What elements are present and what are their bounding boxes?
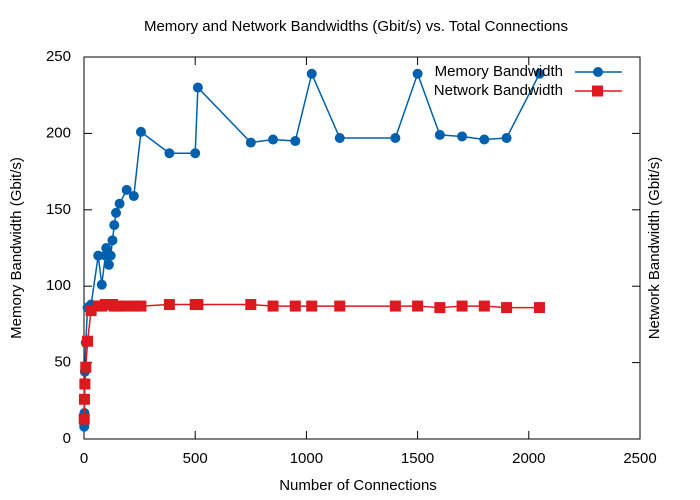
y-tick-label: 150 xyxy=(46,201,71,218)
point xyxy=(96,279,107,290)
point xyxy=(245,137,256,148)
point xyxy=(121,300,133,312)
point xyxy=(135,300,147,312)
series-line xyxy=(83,71,541,427)
point xyxy=(289,300,301,312)
x-axis-label: Number of Connections xyxy=(279,477,437,494)
point xyxy=(478,300,490,312)
point xyxy=(434,302,446,314)
point xyxy=(533,302,545,314)
point xyxy=(306,68,317,79)
point xyxy=(78,413,90,425)
point xyxy=(192,82,203,93)
point xyxy=(434,129,445,140)
y-tick-label: 200 xyxy=(46,124,71,141)
point xyxy=(163,299,175,311)
point xyxy=(114,198,125,209)
point xyxy=(334,300,346,312)
point xyxy=(412,68,423,79)
y-tick-label: 0 xyxy=(63,430,71,447)
point xyxy=(501,132,512,143)
x-tick-label: 0 xyxy=(80,450,88,467)
point xyxy=(128,300,140,312)
chart-title: Memory and Network Bandwidths (Gbit/s) v… xyxy=(144,18,568,35)
point xyxy=(456,300,468,312)
point xyxy=(80,361,92,373)
point xyxy=(105,250,116,261)
point xyxy=(334,132,345,143)
point xyxy=(111,207,122,218)
point xyxy=(268,134,279,145)
point xyxy=(267,300,279,312)
point xyxy=(390,132,401,143)
point xyxy=(79,378,91,390)
x-tick-label: 2500 xyxy=(623,450,656,467)
y-tick-label: 50 xyxy=(54,354,71,371)
y-tick-label: 250 xyxy=(46,48,71,65)
plot-frame xyxy=(83,56,641,440)
point xyxy=(109,220,120,231)
legend-marker xyxy=(592,85,603,97)
point xyxy=(82,335,94,347)
point xyxy=(85,305,97,317)
point xyxy=(306,300,318,312)
point xyxy=(121,184,132,195)
point xyxy=(93,250,104,261)
point xyxy=(501,302,513,314)
point xyxy=(78,393,90,405)
point xyxy=(164,148,175,159)
y2-axis-label: Network Bandwidth (Gbit/s) xyxy=(646,157,663,340)
point xyxy=(190,148,201,159)
point xyxy=(114,300,126,312)
point xyxy=(290,136,301,147)
point xyxy=(457,131,468,142)
legend-marker xyxy=(593,67,603,77)
x-tick-label: 500 xyxy=(183,450,208,467)
point xyxy=(135,126,146,137)
point xyxy=(103,259,114,270)
point xyxy=(128,191,139,202)
point xyxy=(101,243,112,253)
point xyxy=(479,134,490,145)
legend-label: Network Bandwidth xyxy=(434,82,563,99)
point xyxy=(192,299,204,311)
y-tick-label: 100 xyxy=(46,277,71,294)
y-axis-label: Memory Bandwidth (Gbit/s) xyxy=(8,157,25,339)
point xyxy=(245,299,257,311)
point xyxy=(389,300,401,312)
x-tick-label: 1000 xyxy=(290,450,323,467)
point xyxy=(534,68,545,79)
legend-label: Memory Bandwidth xyxy=(435,63,563,80)
series-line xyxy=(83,303,540,420)
x-tick-label: 1500 xyxy=(401,450,434,467)
point xyxy=(107,235,118,246)
point xyxy=(412,300,424,312)
x-tick-label: 2000 xyxy=(512,450,545,467)
